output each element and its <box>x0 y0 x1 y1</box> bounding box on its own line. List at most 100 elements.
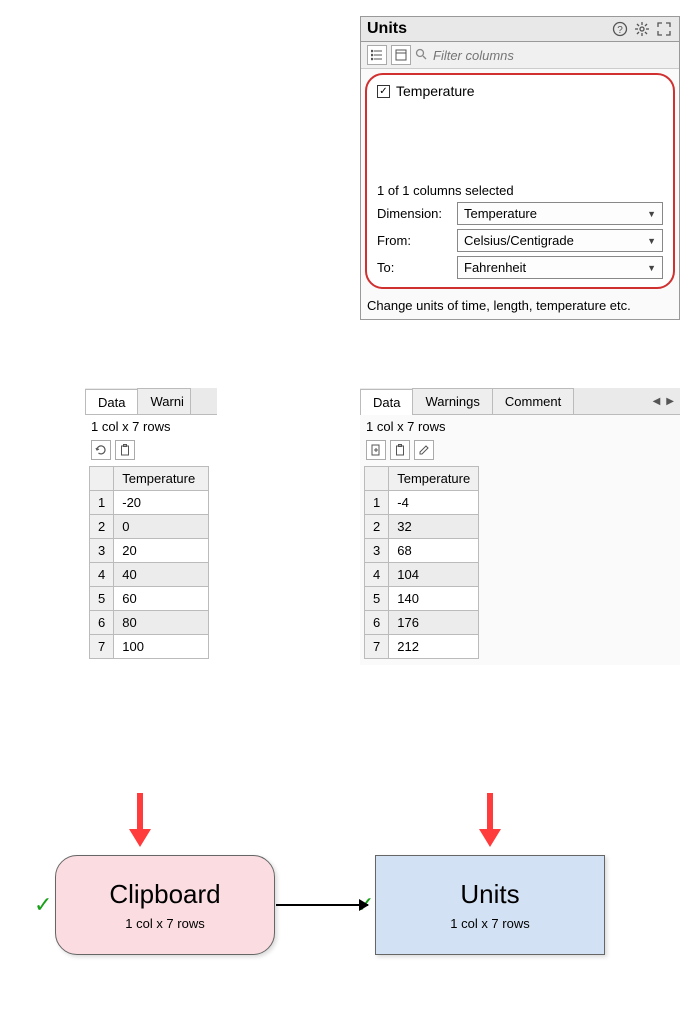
table-row: 440 <box>90 563 209 587</box>
units-node-sub: 1 col x 7 rows <box>450 916 529 931</box>
cell[interactable]: 40 <box>114 563 209 587</box>
search-icon <box>415 48 427 63</box>
output-toolbar <box>360 438 680 466</box>
clipboard-node[interactable]: Clipboard 1 col x 7 rows <box>55 855 275 955</box>
table-row: 4104 <box>365 563 479 587</box>
filter-columns-input[interactable] <box>431 48 673 63</box>
tab-comment[interactable]: Comment <box>492 388 574 414</box>
tab-prev-icon[interactable]: ◀ <box>651 394 663 409</box>
units-node[interactable]: Units 1 col x 7 rows <box>375 855 605 955</box>
cell[interactable]: 80 <box>114 611 209 635</box>
gear-icon[interactable] <box>633 20 651 38</box>
dimension-dropdown[interactable]: Temperature ▼ <box>457 202 663 225</box>
input-data-panel: Data Warni 1 col x 7 rows Temperature 1-… <box>85 388 217 665</box>
cell[interactable]: -4 <box>389 491 479 515</box>
selection-count: 1 of 1 columns selected <box>373 181 667 200</box>
row-num: 4 <box>90 563 114 587</box>
help-icon[interactable]: ? <box>611 20 629 38</box>
filter-row <box>361 42 679 69</box>
checkmark-icon: ✓ <box>34 892 52 918</box>
row-num: 7 <box>90 635 114 659</box>
table-row: 560 <box>90 587 209 611</box>
from-value: Celsius/Centigrade <box>464 233 574 248</box>
cell[interactable]: 176 <box>389 611 479 635</box>
detail-view-icon[interactable] <box>391 45 411 65</box>
table-row: 680 <box>90 611 209 635</box>
row-num: 7 <box>365 635 389 659</box>
table-row: 7100 <box>90 635 209 659</box>
checkbox-checked-icon[interactable]: ✓ <box>377 85 390 98</box>
refresh-icon[interactable] <box>91 440 111 460</box>
table-corner <box>90 467 114 491</box>
from-label: From: <box>377 233 453 248</box>
cell[interactable]: -20 <box>114 491 209 515</box>
chevron-down-icon: ▼ <box>647 209 656 219</box>
row-num: 1 <box>365 491 389 515</box>
tab-warnings-cropped[interactable]: Warni <box>137 388 191 414</box>
row-num: 4 <box>365 563 389 587</box>
row-num: 3 <box>90 539 114 563</box>
to-dropdown[interactable]: Fahrenheit ▼ <box>457 256 663 279</box>
table-row: 320 <box>90 539 209 563</box>
table-row: 20 <box>90 515 209 539</box>
row-num: 6 <box>90 611 114 635</box>
table-corner <box>365 467 389 491</box>
tab-warnings[interactable]: Warnings <box>412 388 492 414</box>
cell[interactable]: 68 <box>389 539 479 563</box>
chevron-down-icon: ▼ <box>647 236 656 246</box>
cell[interactable]: 60 <box>114 587 209 611</box>
table-row: 1-20 <box>90 491 209 515</box>
flow-connector-arrow <box>276 904 368 906</box>
row-num: 2 <box>365 515 389 539</box>
clipboard-node-sub: 1 col x 7 rows <box>125 916 204 931</box>
down-arrow-icon <box>130 793 150 848</box>
row-num: 1 <box>90 491 114 515</box>
from-dropdown[interactable]: Celsius/Centigrade ▼ <box>457 229 663 252</box>
clipboard-node-title: Clipboard <box>109 879 220 910</box>
row-num: 2 <box>90 515 114 539</box>
tab-data[interactable]: Data <box>360 389 413 415</box>
table-row: 5140 <box>365 587 479 611</box>
cell[interactable]: 140 <box>389 587 479 611</box>
units-node-title: Units <box>460 879 519 910</box>
cell[interactable]: 100 <box>114 635 209 659</box>
cell[interactable]: 0 <box>114 515 209 539</box>
to-value: Fahrenheit <box>464 260 526 275</box>
expand-icon[interactable] <box>655 20 673 38</box>
input-tabstrip: Data Warni <box>85 388 217 415</box>
tab-next-icon[interactable]: ▶ <box>664 394 676 409</box>
clipboard-icon[interactable] <box>390 440 410 460</box>
column-list-empty-space <box>373 101 667 181</box>
cell[interactable]: 104 <box>389 563 479 587</box>
column-header[interactable]: Temperature <box>389 467 479 491</box>
input-size-text: 1 col x 7 rows <box>85 415 217 438</box>
cell[interactable]: 20 <box>114 539 209 563</box>
highlighted-settings: ✓ Temperature 1 of 1 columns selected Di… <box>365 73 675 289</box>
add-doc-icon[interactable] <box>366 440 386 460</box>
units-config-panel: Units ? ✓ Temperature 1 <box>360 16 680 320</box>
table-row: 6176 <box>365 611 479 635</box>
column-header[interactable]: Temperature <box>114 467 209 491</box>
table-row: 1-4 <box>365 491 479 515</box>
column-check-row[interactable]: ✓ Temperature <box>373 81 667 101</box>
cell[interactable]: 212 <box>389 635 479 659</box>
table-row: 7212 <box>365 635 479 659</box>
chevron-down-icon: ▼ <box>647 263 656 273</box>
hint-text: Change units of time, length, temperatur… <box>361 293 679 319</box>
cell[interactable]: 32 <box>389 515 479 539</box>
down-arrow-icon <box>480 793 500 848</box>
svg-text:?: ? <box>617 25 623 36</box>
dimension-label: Dimension: <box>377 206 453 221</box>
list-view-icon[interactable] <box>367 45 387 65</box>
row-num: 6 <box>365 611 389 635</box>
output-size-text: 1 col x 7 rows <box>360 415 680 438</box>
dimension-value: Temperature <box>464 206 537 221</box>
row-num: 5 <box>365 587 389 611</box>
tab-data[interactable]: Data <box>85 389 138 415</box>
edit-icon[interactable] <box>414 440 434 460</box>
output-table: Temperature 1-4 232 368 4104 5140 6176 7… <box>364 466 479 659</box>
table-row: 232 <box>365 515 479 539</box>
row-num: 5 <box>90 587 114 611</box>
clipboard-icon[interactable] <box>115 440 135 460</box>
output-data-panel: Data Warnings Comment ◀ ▶ 1 col x 7 rows… <box>360 388 680 665</box>
